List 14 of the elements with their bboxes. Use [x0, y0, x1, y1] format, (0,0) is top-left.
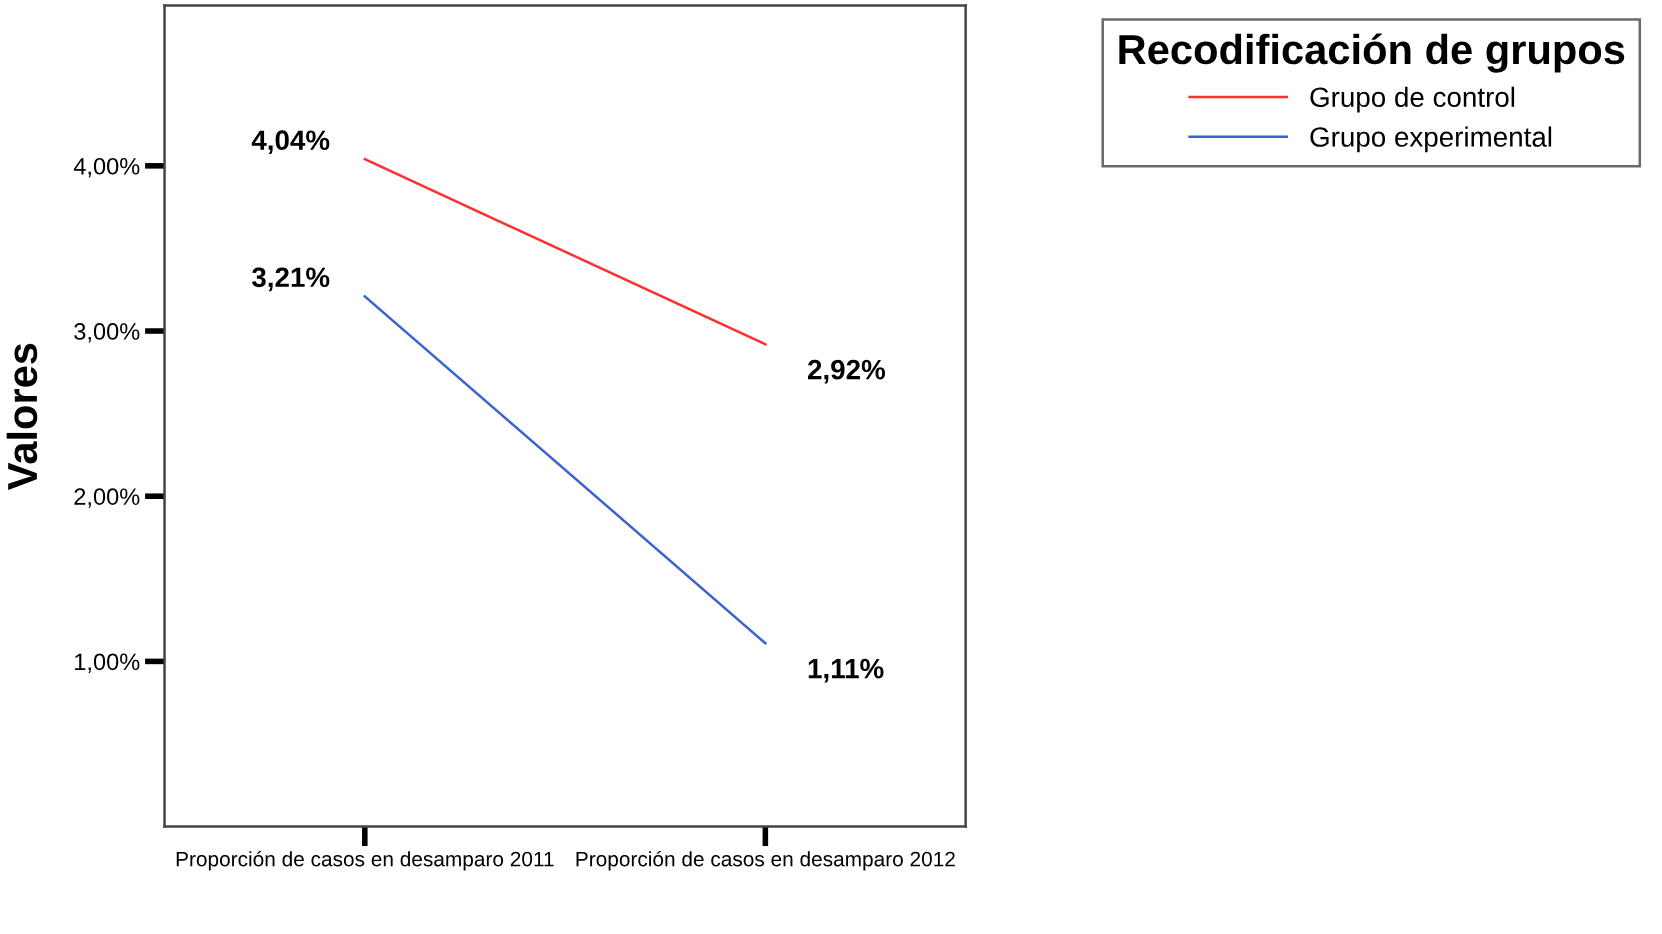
x-tick-label: Proporción de casos en desamparo 2012 [576, 850, 955, 871]
data-label: 1,11% [808, 658, 884, 683]
data-label: 2,92% [807, 359, 886, 384]
y-axis-title: Valores [6, 343, 38, 490]
y-tick-label: 2,00% [74, 488, 140, 508]
legend-label: Grupo experimental [1310, 126, 1552, 153]
legend-title: Recodificación de grupos [1119, 33, 1625, 73]
x-tick-label: Proporción de casos en desamparo 2011 [176, 850, 554, 871]
y-tick-label: 4,00% [73, 157, 140, 178]
data-label: 3,21% [251, 267, 330, 292]
legend-label: Grupo de control [1310, 86, 1515, 113]
y-tick-label: 1,00% [75, 653, 140, 673]
y-tick-label: 3,00% [74, 323, 140, 343]
data-label: 4,04% [251, 130, 330, 155]
